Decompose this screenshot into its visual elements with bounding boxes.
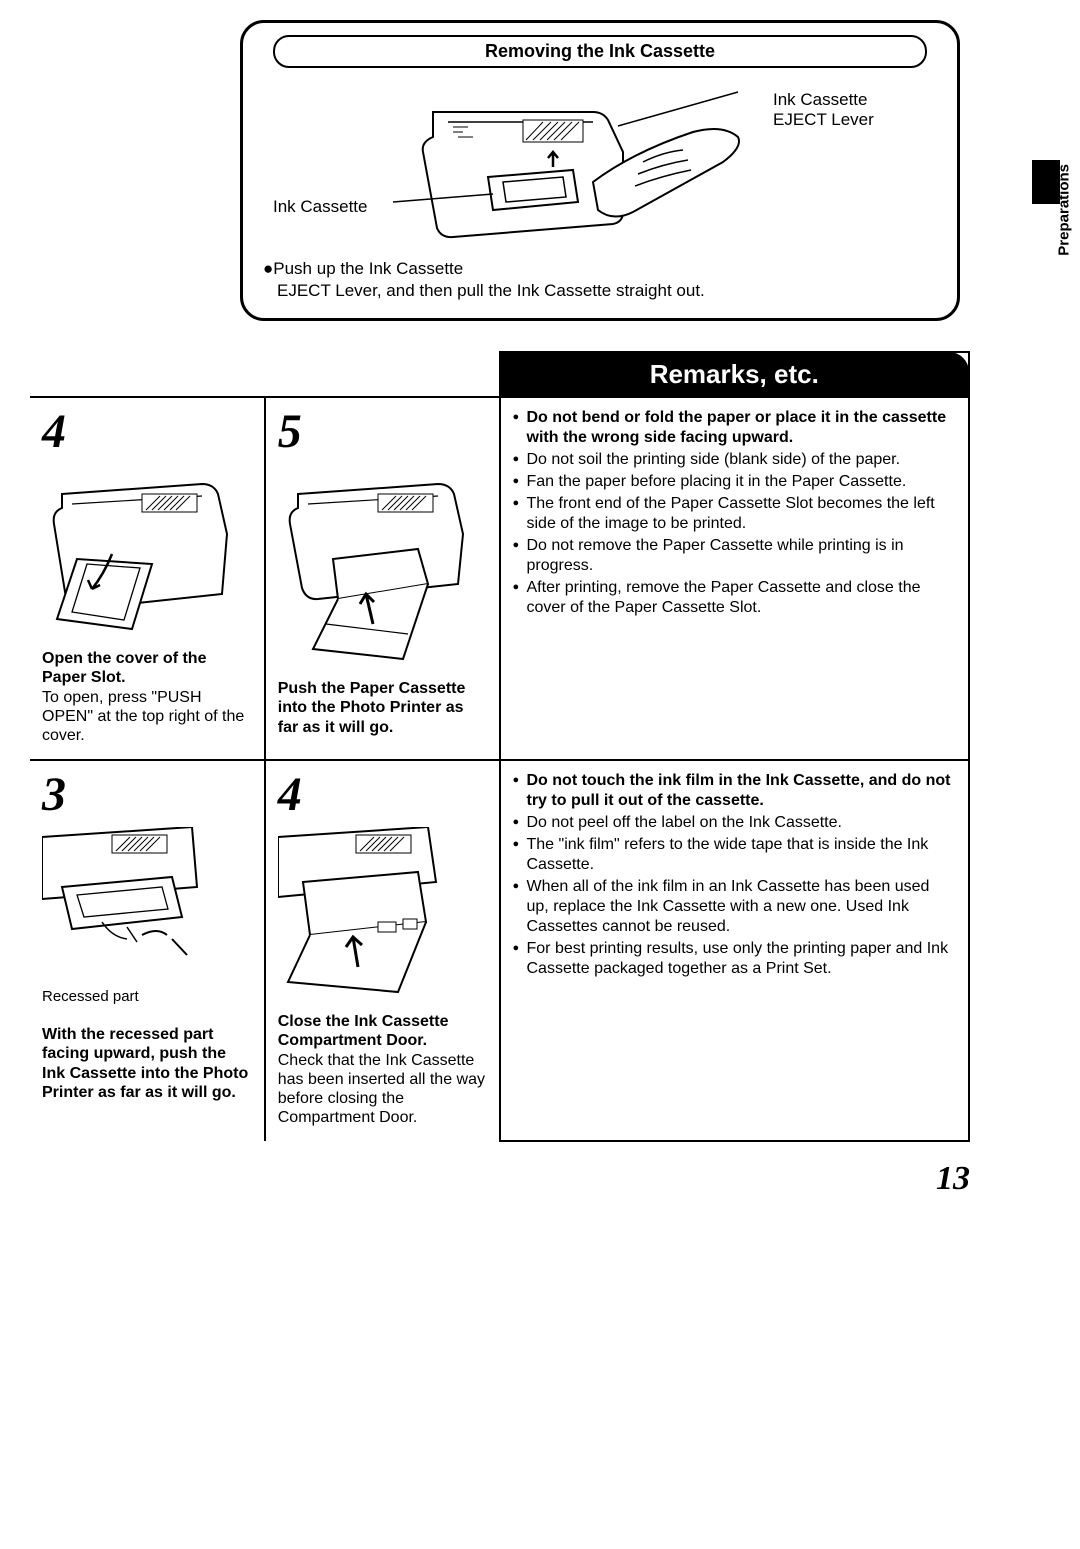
remark-item: The front end of the Paper Cassette Slot…: [513, 494, 957, 534]
step-4-illustration: [42, 464, 252, 639]
eject-instruction-line2: EJECT Lever, and then pull the Ink Casse…: [263, 281, 705, 300]
remark-item: Do not peel off the label on the Ink Cas…: [513, 813, 957, 833]
step-4b-illustration: [278, 827, 487, 1002]
page-number: 13: [30, 1160, 970, 1198]
eject-instruction-line1: ●Push up the Ink Cassette: [263, 259, 463, 278]
label-ink-cassette: Ink Cassette: [273, 197, 368, 217]
removing-ink-cassette-panel: Removing the Ink Cassette: [240, 20, 960, 321]
remark-item: Do not bend or fold the paper or place i…: [513, 408, 957, 448]
remark-item: The "ink film" refers to the wide tape t…: [513, 835, 957, 875]
steps-table: Remarks, etc. 4: [30, 351, 970, 1142]
step-5-illustration: [278, 464, 487, 669]
step-number: 4: [42, 408, 252, 456]
recessed-part-label: Recessed part: [42, 988, 252, 1005]
panel-title: Removing the Ink Cassette: [273, 35, 927, 68]
step-5-bold-text: Push the Paper Cassette into the Photo P…: [278, 679, 487, 737]
printer-eject-illustration: [393, 82, 753, 252]
label-eject-lever: Ink CassetteEJECT Lever: [773, 90, 874, 131]
eject-instruction: ●Push up the Ink Cassette EJECT Lever, a…: [263, 258, 937, 302]
remark-item: Do not soil the printing side (blank sid…: [513, 450, 957, 470]
remark-item: Do not remove the Paper Cassette while p…: [513, 536, 957, 576]
step-number: 4: [278, 771, 487, 819]
side-tab-label: Preparations: [1056, 160, 1073, 256]
step-number: 3: [42, 771, 252, 819]
remark-item: For best printing results, use only the …: [513, 939, 957, 979]
step-number: 5: [278, 408, 487, 456]
remark-item: When all of the ink film in an Ink Casse…: [513, 877, 957, 937]
remarks-header: Remarks, etc.: [500, 352, 970, 397]
step-3-bold-text: With the recessed part facing upward, pu…: [42, 1025, 252, 1102]
step-3-recessed: 3: [30, 760, 265, 1141]
remark-item: After printing, remove the Paper Cassett…: [513, 578, 957, 618]
step-4b-bold-text: Close the Ink Cassette Compartment Door.: [278, 1012, 487, 1050]
remark-item: Do not touch the ink film in the Ink Cas…: [513, 771, 957, 811]
step-3-illustration: [42, 827, 252, 982]
remark-item: Fan the paper before placing it in the P…: [513, 472, 957, 492]
step-4-bold-text: Open the cover of the Paper Slot.: [42, 649, 252, 687]
step-5-push-cassette: 5: [265, 397, 500, 760]
step-4-close-door: 4: [265, 760, 500, 1141]
eject-diagram: Ink CassetteEJECT Lever Ink Cassette: [263, 82, 937, 252]
blank-header-cell: [30, 352, 500, 397]
step-4-plain-text: To open, press "PUSH OPEN" at the top ri…: [42, 688, 252, 746]
step-4b-plain-text: Check that the Ink Cassette has been ins…: [278, 1051, 487, 1128]
remarks-row1: Do not bend or fold the paper or place i…: [500, 397, 970, 760]
remarks-row2: Do not touch the ink film in the Ink Cas…: [500, 760, 970, 1141]
step-4-paper-cover: 4 Open the: [30, 397, 265, 760]
